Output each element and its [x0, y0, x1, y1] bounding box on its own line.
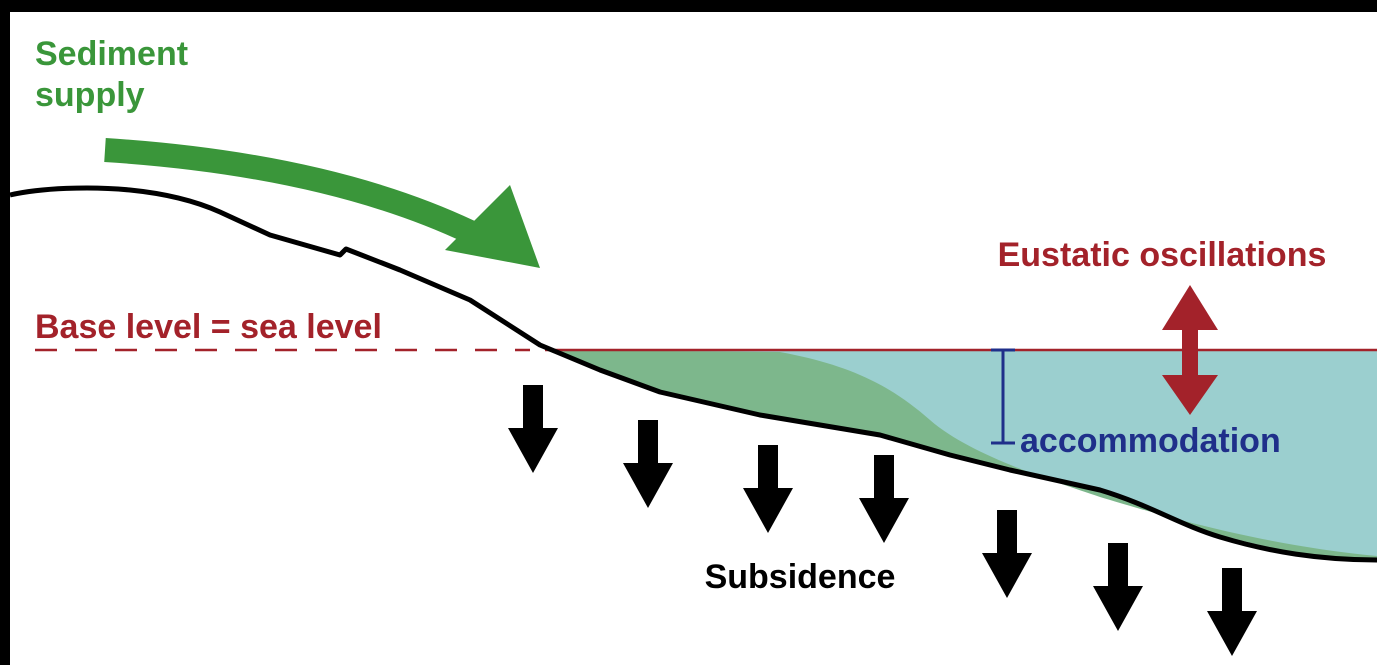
subsidence-arrow	[623, 420, 673, 508]
sediment-label: supply	[35, 76, 145, 114]
eustatic-arrow	[1162, 285, 1218, 415]
eustatic-label: Eustatic oscillations	[998, 236, 1327, 274]
eustatic-arrow-down	[1162, 375, 1218, 415]
subsidence-arrow	[1207, 568, 1257, 656]
subsidence-arrow	[743, 445, 793, 533]
sediment-label: Sediment	[35, 35, 188, 73]
subsidence-arrow	[859, 455, 909, 543]
accommodation-bar	[991, 348, 1015, 445]
terrain-profile	[9, 185, 1377, 563]
sediment-arrow-head	[445, 185, 540, 268]
subsidence-arrow	[982, 510, 1032, 598]
subsidence-arrow	[1093, 543, 1143, 631]
subsidence-label: Subsidence	[705, 558, 896, 596]
subsidence-arrow	[508, 385, 558, 473]
sediment-wedge	[545, 350, 1377, 560]
eustatic-arrow-up	[1162, 285, 1218, 330]
accommodation-label: accommodation	[1020, 422, 1281, 460]
base-level-label: Base level = sea level	[35, 308, 382, 346]
background	[10, 12, 1377, 665]
eustatic-arrow-shaft	[1182, 320, 1198, 385]
subsidence-arrows	[508, 385, 1257, 656]
sediment-arrow-shaft	[104, 138, 476, 243]
